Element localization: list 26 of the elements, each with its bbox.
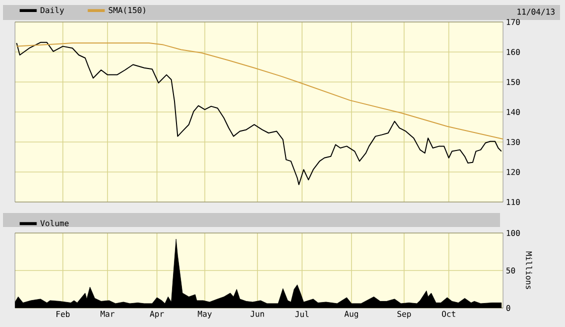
line-series <box>16 42 502 186</box>
legend-label: Volume <box>40 220 69 226</box>
text: 11/04/13 <box>518 8 555 16</box>
x-tick-label: Mar <box>100 310 114 317</box>
y-tick-label: 170 <box>506 18 520 26</box>
x-tick-label: Jun <box>250 310 264 317</box>
x-tick-label: May <box>198 310 212 318</box>
x-tick-label: Aug <box>344 310 358 318</box>
y-axis-title: Millions <box>526 252 532 289</box>
y-tick-label: 100 <box>506 230 520 236</box>
legend-label: Daily <box>40 6 64 15</box>
y-tick-label: 150 <box>506 78 520 86</box>
y-tick-label: 0 <box>506 304 510 312</box>
x-tick-label: Oct <box>442 310 456 317</box>
y-tick-label: 50 <box>506 267 515 274</box>
x-tick-label: Sep <box>397 310 411 318</box>
y-tick-label: 160 <box>506 48 520 56</box>
y-tick-label: 130 <box>506 138 520 146</box>
x-tick-label: Feb <box>56 310 70 318</box>
legend-label: SMA(150) <box>108 6 146 14</box>
y-tick-label: 110 <box>506 198 520 206</box>
y-tick-label: 120 <box>506 168 520 176</box>
x-tick-label: Apr <box>150 310 164 318</box>
line-series <box>16 42 504 140</box>
x-tick-label: Jul <box>295 310 309 318</box>
y-tick-label: 140 <box>506 108 520 116</box>
